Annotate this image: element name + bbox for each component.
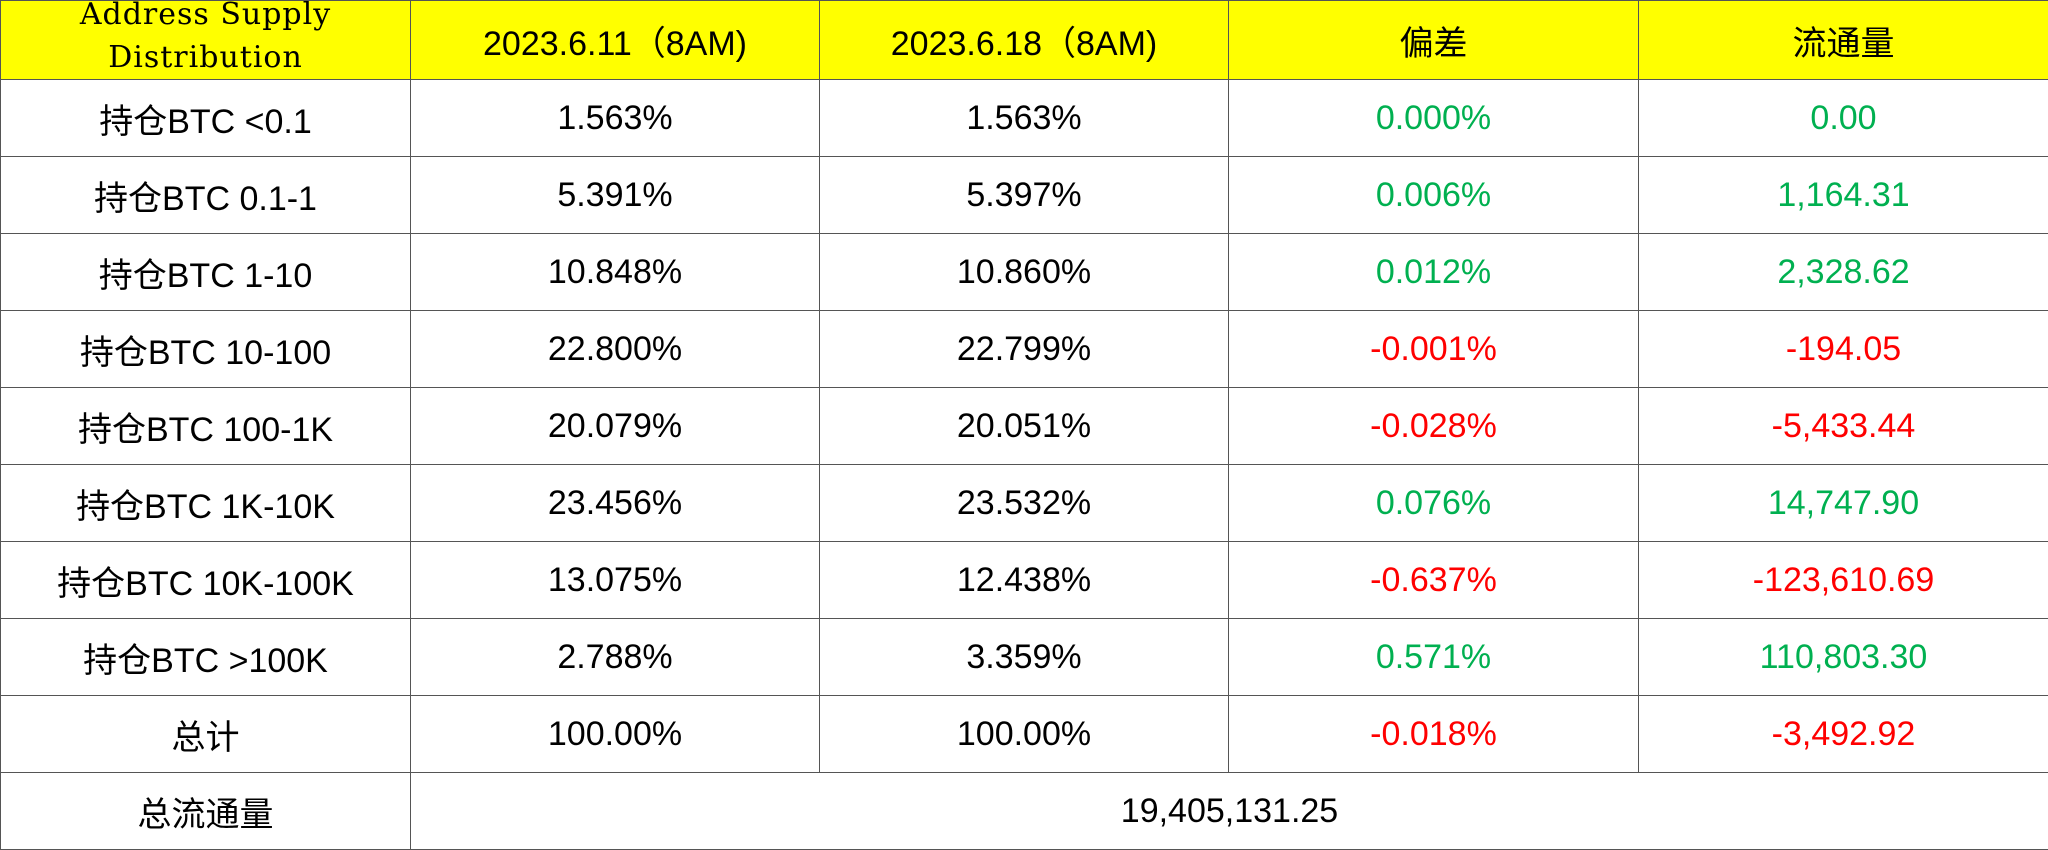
row-value-date-1: 10.848%: [411, 234, 820, 311]
total-supply-value: 19,405,131.25: [411, 773, 2048, 850]
header-circulation: 流通量: [1639, 1, 2048, 80]
row-deviation: -0.001%: [1229, 311, 1639, 388]
table-row: 持仓BTC 1K-10K 23.456% 23.532% 0.076% 14,7…: [1, 465, 2048, 542]
row-circulation: 0.00: [1639, 80, 2048, 157]
row-value-date-1: 13.075%: [411, 542, 820, 619]
header-address-supply-distribution: Address Supply Distribution: [1, 1, 411, 80]
row-label: 持仓BTC 0.1-1: [1, 157, 411, 234]
row-value-date-1: 1.563%: [411, 80, 820, 157]
row-value-date-2: 10.860%: [820, 234, 1229, 311]
header-date-2: 2023.6.18（8AM): [820, 1, 1229, 80]
row-deviation: 0.000%: [1229, 80, 1639, 157]
row-circulation: -3,492.92: [1639, 696, 2048, 773]
row-value-date-1: 22.800%: [411, 311, 820, 388]
table-row: 持仓BTC 10-100 22.800% 22.799% -0.001% -19…: [1, 311, 2048, 388]
row-label: 持仓BTC 10-100: [1, 311, 411, 388]
row-value-date-2: 1.563%: [820, 80, 1229, 157]
row-circulation: -194.05: [1639, 311, 2048, 388]
row-deviation: -0.018%: [1229, 696, 1639, 773]
row-label: 持仓BTC <0.1: [1, 80, 411, 157]
row-value-date-2: 12.438%: [820, 542, 1229, 619]
row-deviation: -0.637%: [1229, 542, 1639, 619]
total-supply-label: 总流通量: [1, 773, 411, 850]
row-deviation: -0.028%: [1229, 388, 1639, 465]
row-circulation: 2,328.62: [1639, 234, 2048, 311]
table-row: 持仓BTC 100-1K 20.079% 20.051% -0.028% -5,…: [1, 388, 2048, 465]
table-row: 持仓BTC >100K 2.788% 3.359% 0.571% 110,803…: [1, 619, 2048, 696]
row-value-date-1: 2.788%: [411, 619, 820, 696]
row-label: 持仓BTC 1-10: [1, 234, 411, 311]
table-row: 持仓BTC 1-10 10.848% 10.860% 0.012% 2,328.…: [1, 234, 2048, 311]
row-deviation: 0.571%: [1229, 619, 1639, 696]
row-circulation: -5,433.44: [1639, 388, 2048, 465]
row-deviation: 0.012%: [1229, 234, 1639, 311]
row-value-date-1: 23.456%: [411, 465, 820, 542]
table-row: 持仓BTC <0.1 1.563% 1.563% 0.000% 0.00: [1, 80, 2048, 157]
row-value-date-2: 23.532%: [820, 465, 1229, 542]
row-circulation: 14,747.90: [1639, 465, 2048, 542]
row-label: 持仓BTC 100-1K: [1, 388, 411, 465]
table-row-total-supply: 总流通量 19,405,131.25: [1, 773, 2048, 850]
row-value-date-1: 5.391%: [411, 157, 820, 234]
row-value-date-2: 3.359%: [820, 619, 1229, 696]
table-row: 持仓BTC 10K-100K 13.075% 12.438% -0.637% -…: [1, 542, 2048, 619]
row-label: 持仓BTC >100K: [1, 619, 411, 696]
row-value-date-1: 100.00%: [411, 696, 820, 773]
header-label-address: Address Supply Distribution: [1, 1, 410, 80]
row-value-date-1: 20.079%: [411, 388, 820, 465]
header-row: Address Supply Distribution 2023.6.11（8A…: [1, 1, 2048, 80]
row-circulation: -123,610.69: [1639, 542, 2048, 619]
row-value-date-2: 22.799%: [820, 311, 1229, 388]
table-row-total: 总计 100.00% 100.00% -0.018% -3,492.92: [1, 696, 2048, 773]
row-label: 总计: [1, 696, 411, 773]
row-label: 持仓BTC 1K-10K: [1, 465, 411, 542]
row-deviation: 0.006%: [1229, 157, 1639, 234]
row-label: 持仓BTC 10K-100K: [1, 542, 411, 619]
header-date-1: 2023.6.11（8AM): [411, 1, 820, 80]
row-deviation: 0.076%: [1229, 465, 1639, 542]
header-deviation: 偏差: [1229, 1, 1639, 80]
table-row: 持仓BTC 0.1-1 5.391% 5.397% 0.006% 1,164.3…: [1, 157, 2048, 234]
row-value-date-2: 5.397%: [820, 157, 1229, 234]
row-circulation: 110,803.30: [1639, 619, 2048, 696]
row-circulation: 1,164.31: [1639, 157, 2048, 234]
row-value-date-2: 20.051%: [820, 388, 1229, 465]
row-value-date-2: 100.00%: [820, 696, 1229, 773]
